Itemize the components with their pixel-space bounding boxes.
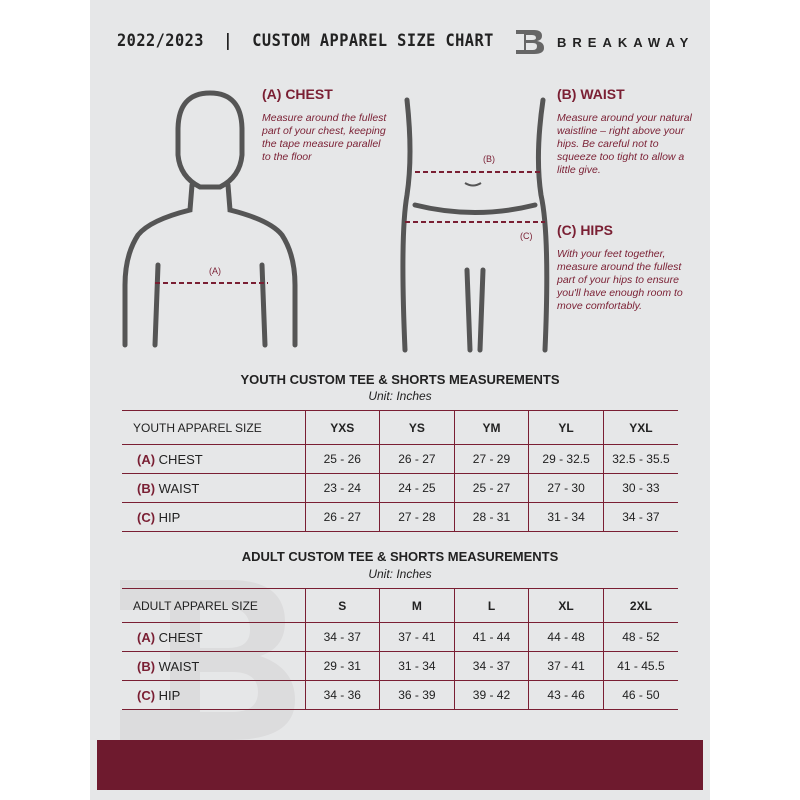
table-row: (C) HIP 26 - 27 27 - 28 28 - 31 31 - 34 34 - … bbox=[122, 502, 678, 532]
value-cell: 27 - 29 bbox=[453, 444, 529, 474]
youth-size-table: YOUTH APPAREL SIZE YXS YS YM YL YXL (A) … bbox=[122, 410, 678, 532]
header-cell: YXS bbox=[304, 410, 380, 445]
table-row: (A) CHEST 25 - 26 26 - 27 27 - 29 29 - 32.5 3… bbox=[122, 444, 678, 474]
header-cell: YL bbox=[528, 410, 604, 445]
value-cell: 41 - 44 bbox=[453, 622, 529, 652]
value-cell: 34 - 37 bbox=[304, 622, 380, 652]
breakaway-logo-icon bbox=[516, 30, 544, 54]
row-measure: HIP bbox=[158, 509, 181, 525]
waist-heading: (B) WAIST bbox=[557, 86, 625, 102]
value-cell: 30 - 33 bbox=[602, 473, 678, 503]
value-cell: 26 - 27 bbox=[304, 502, 380, 532]
row-letter: (B) bbox=[137, 658, 156, 674]
chest-marker: (A) bbox=[209, 266, 221, 276]
row-letter: (C) bbox=[137, 687, 156, 703]
row-label: (A) CHEST bbox=[122, 444, 305, 474]
header-cell: L bbox=[453, 588, 529, 623]
row-measure: WAIST bbox=[158, 658, 200, 674]
value-cell: 26 - 27 bbox=[379, 444, 455, 474]
value-cell: 37 - 41 bbox=[528, 651, 604, 681]
row-label: (A) CHEST bbox=[122, 622, 305, 652]
value-cell: 25 - 26 bbox=[304, 444, 380, 474]
value-cell: 31 - 34 bbox=[379, 651, 455, 681]
youth-table-unit: Unit: Inches bbox=[368, 389, 432, 403]
header-cell: YM bbox=[453, 410, 529, 445]
value-cell: 37 - 41 bbox=[379, 622, 455, 652]
value-cell: 34 - 37 bbox=[453, 651, 529, 681]
header-cell: ADULT APPAREL SIZE bbox=[122, 588, 305, 623]
hips-marker: (C) bbox=[520, 231, 533, 241]
header-cell: 2XL bbox=[602, 588, 678, 623]
value-cell: 41 - 45.5 bbox=[602, 651, 678, 681]
adult-table-title: ADULT CUSTOM TEE & SHORTS MEASUREMENTS bbox=[241, 549, 559, 564]
row-label: (B) WAIST bbox=[122, 473, 305, 503]
header-cell: YOUTH APPAREL SIZE bbox=[122, 410, 305, 445]
chest-heading: (A) CHEST bbox=[262, 86, 333, 102]
value-cell: 25 - 27 bbox=[453, 473, 529, 503]
header-cell: XL bbox=[528, 588, 604, 623]
row-letter: (A) bbox=[137, 451, 156, 467]
row-letter: (A) bbox=[137, 629, 156, 645]
table-header-row: ADULT APPAREL SIZE S M L XL 2XL bbox=[122, 588, 678, 623]
value-cell: 48 - 52 bbox=[602, 622, 678, 652]
chest-instructions: Measure around the fullest part of your … bbox=[262, 112, 387, 163]
adult-size-table: ADULT APPAREL SIZE S M L XL 2XL (A) CHES… bbox=[122, 588, 678, 710]
table-row: (B) WAIST 23 - 24 24 - 25 25 - 27 27 - 30 30 … bbox=[122, 473, 678, 503]
youth-table-title: YOUTH CUSTOM TEE & SHORTS MEASUREMENTS bbox=[240, 372, 560, 387]
lower-body-illustration bbox=[400, 97, 550, 353]
value-cell: 46 - 50 bbox=[602, 680, 678, 710]
table-header-row: YOUTH APPAREL SIZE YXS YS YM YL YXL bbox=[122, 410, 678, 445]
header-cell: YXL bbox=[602, 410, 678, 445]
waist-marker: (B) bbox=[483, 154, 495, 164]
table-row: (C) HIP 34 - 36 36 - 39 39 - 42 43 - 46 46 - … bbox=[122, 680, 678, 710]
row-letter: (B) bbox=[137, 480, 156, 496]
row-label: (C) HIP bbox=[122, 502, 305, 532]
value-cell: 32.5 - 35.5 bbox=[602, 444, 678, 474]
row-label: (C) HIP bbox=[122, 680, 305, 710]
hips-instructions: With your feet together, measure around … bbox=[557, 248, 683, 312]
row-letter: (C) bbox=[137, 509, 156, 525]
value-cell: 29 - 32.5 bbox=[528, 444, 604, 474]
header-cell: M bbox=[379, 588, 455, 623]
value-cell: 23 - 24 bbox=[304, 473, 380, 503]
value-cell: 27 - 28 bbox=[379, 502, 455, 532]
value-cell: 34 - 36 bbox=[304, 680, 380, 710]
waist-instructions: Measure around your natural waistline – … bbox=[557, 112, 692, 176]
value-cell: 27 - 30 bbox=[528, 473, 604, 503]
value-cell: 43 - 46 bbox=[528, 680, 604, 710]
row-label: (B) WAIST bbox=[122, 651, 305, 681]
footer-bar bbox=[97, 740, 703, 790]
adult-table-unit: Unit: Inches bbox=[368, 567, 432, 581]
row-measure: WAIST bbox=[158, 480, 200, 496]
header-cell: YS bbox=[379, 410, 455, 445]
header-cell: S bbox=[304, 588, 380, 623]
brand-name: BREAKAWAY bbox=[557, 35, 695, 50]
value-cell: 24 - 25 bbox=[379, 473, 455, 503]
upper-body-illustration bbox=[122, 90, 298, 348]
table-row: (A) CHEST 34 - 37 37 - 41 41 - 44 44 - 48 48 … bbox=[122, 622, 678, 652]
hips-heading: (C) HIPS bbox=[557, 222, 613, 238]
value-cell: 29 - 31 bbox=[304, 651, 380, 681]
value-cell: 28 - 31 bbox=[453, 502, 529, 532]
value-cell: 34 - 37 bbox=[602, 502, 678, 532]
row-measure: HIP bbox=[158, 687, 181, 703]
row-measure: CHEST bbox=[158, 629, 203, 645]
value-cell: 36 - 39 bbox=[379, 680, 455, 710]
value-cell: 44 - 48 bbox=[528, 622, 604, 652]
table-row: (B) WAIST 29 - 31 31 - 34 34 - 37 37 - 41 41 … bbox=[122, 651, 678, 681]
page-title: 2022/2023 | CUSTOM APPAREL SIZE CHART bbox=[117, 31, 494, 51]
value-cell: 39 - 42 bbox=[453, 680, 529, 710]
row-measure: CHEST bbox=[158, 451, 203, 467]
value-cell: 31 - 34 bbox=[528, 502, 604, 532]
